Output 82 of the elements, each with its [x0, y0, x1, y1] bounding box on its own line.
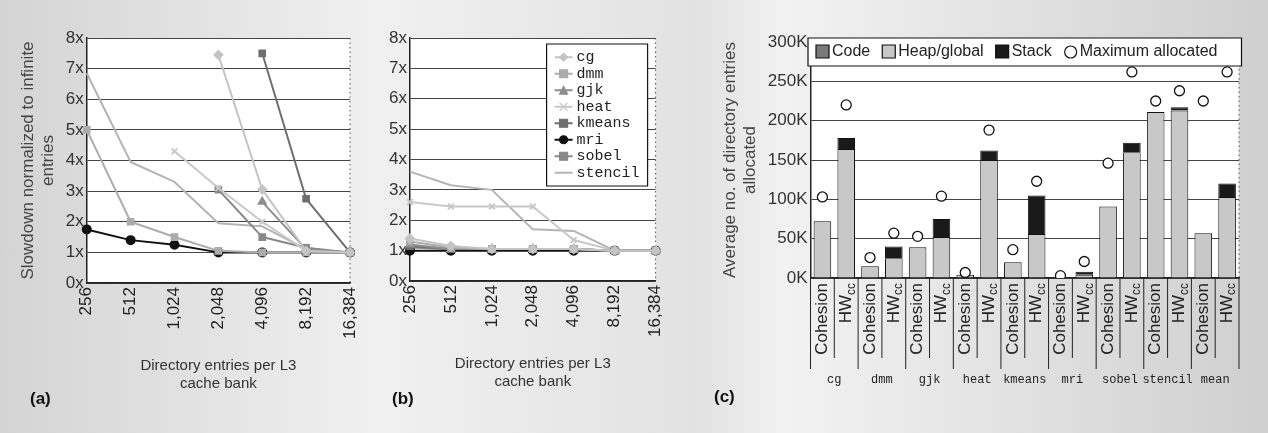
y-tick-label: 8x — [65, 27, 85, 47]
legend-label: mri — [576, 131, 604, 149]
y-tick-label: 1x — [388, 240, 408, 260]
x-tick-label: 8,192 — [295, 287, 315, 330]
x-tick-label: 4,096 — [563, 285, 583, 328]
x-tick-label: HWcc — [883, 282, 906, 324]
legend-label: stencil — [576, 164, 640, 182]
y-tick-label: 2x — [65, 211, 85, 231]
legend-label: gjk — [576, 82, 604, 100]
y-tick-label: 7x — [388, 58, 408, 78]
legend-label: Maximum allocated — [1079, 42, 1218, 60]
y-tick-label: 300K — [767, 31, 809, 51]
y-tick-label: 0K — [786, 267, 809, 287]
text: dmm — [871, 373, 893, 388]
x-axis-title: Directory entries per L3 cache bank — [454, 354, 611, 390]
text: heat — [962, 373, 992, 388]
y-tick-label: 3x — [65, 180, 85, 200]
x-tick-label: 16,384 — [645, 285, 665, 337]
legend-label: dmm — [576, 65, 604, 83]
x-tick-label: 256 — [399, 285, 419, 314]
y-tick-label: 200K — [767, 110, 809, 130]
text: gjk — [918, 373, 941, 388]
y-tick-label: 3x — [388, 179, 408, 199]
x-tick-label: Cohesion — [1192, 283, 1212, 355]
y-tick-label: 7x — [65, 58, 85, 78]
legend-label: Code — [832, 42, 871, 60]
y-tick-label: 100K — [767, 189, 809, 209]
x-tick-label: 16,384 — [339, 287, 359, 339]
x-tick-label: Cohesion — [859, 283, 879, 355]
x-tick-label: HWcc — [835, 282, 858, 324]
text: (c) — [714, 387, 735, 406]
x-tick-label: HWcc — [1026, 282, 1049, 324]
x-tick-label: Cohesion — [907, 283, 927, 355]
x-tick-label: 4,096 — [251, 287, 271, 330]
y-tick-label: 4x — [388, 149, 408, 169]
y-tick-label: 8x — [388, 27, 408, 47]
text: (b) — [392, 389, 414, 408]
x-tick-label: HWcc — [931, 282, 953, 324]
y-axis-title: Slowdown normalized to infinite entries — [17, 41, 58, 280]
text: cg — [827, 373, 842, 388]
legend-label: cg — [576, 49, 595, 67]
x-tick-label: Cohesion — [1050, 283, 1070, 355]
text: kmeans — [1003, 373, 1047, 388]
y-tick-label: 1x — [65, 242, 85, 262]
x-tick-label: Cohesion — [812, 283, 832, 355]
x-tick-label: 512 — [440, 285, 460, 314]
legend-label: Heap/global — [898, 42, 984, 60]
y-tick-label: 6x — [65, 88, 85, 108]
y-tick-label: 4x — [65, 150, 85, 170]
y-tick-label: 5x — [65, 119, 85, 139]
y-tick-label: 50K — [777, 228, 809, 248]
x-tick-label: HWcc — [1216, 282, 1239, 324]
text: mri — [1061, 373, 1084, 388]
y-tick-label: 5x — [388, 118, 408, 138]
x-tick-label: Cohesion — [954, 283, 974, 355]
y-axis-title: Average no. of directory entries allocated — [719, 42, 760, 278]
x-tick-label: Cohesion — [1002, 283, 1022, 355]
legend-label: Stack — [1011, 42, 1053, 60]
x-tick-label: 2,048 — [208, 287, 228, 330]
text: (a) — [30, 389, 51, 408]
x-tick-label: HWcc — [978, 282, 1001, 324]
text: stencil — [1142, 373, 1193, 388]
x-tick-label: 1,024 — [164, 287, 184, 330]
x-tick-label: HWcc — [1073, 282, 1096, 324]
x-tick-label: Cohesion — [1097, 283, 1117, 355]
x-tick-label: 8,192 — [604, 285, 624, 328]
x-tick-label: 2,048 — [522, 285, 542, 328]
x-tick-label: Cohesion — [1145, 283, 1165, 355]
x-tick-label: 512 — [120, 287, 140, 316]
text: mean — [1200, 373, 1230, 388]
x-axis-title: Directory entries per L3 cache bank — [140, 356, 297, 392]
x-tick-label: HWcc — [1121, 282, 1144, 324]
legend-label: sobel — [576, 148, 622, 166]
legend-label: heat — [576, 98, 613, 116]
legend-label: kmeans — [576, 115, 631, 133]
y-tick-label: 6x — [388, 88, 408, 108]
y-tick-label: 250K — [767, 71, 809, 91]
y-tick-label: 150K — [767, 149, 809, 169]
text: sobel — [1101, 373, 1138, 388]
x-tick-label: 1,024 — [481, 285, 501, 328]
y-tick-label: 2x — [388, 209, 408, 229]
x-tick-label: HWcc — [1169, 282, 1191, 324]
